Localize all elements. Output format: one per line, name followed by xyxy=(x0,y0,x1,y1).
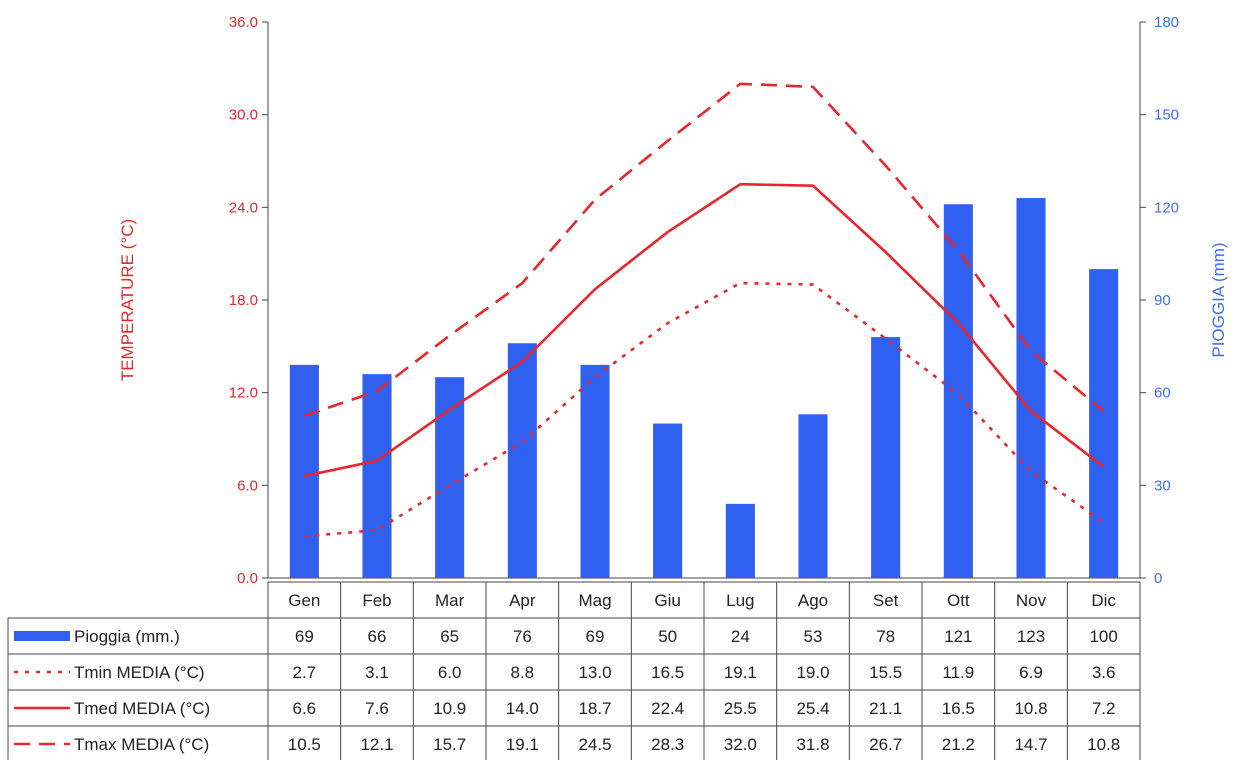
table-data-label: 3.6 xyxy=(1092,663,1116,682)
table-data-label: 14.7 xyxy=(1014,735,1047,754)
x-axis-category-label: Set xyxy=(873,591,899,610)
x-axis-category-label: Gen xyxy=(288,591,320,610)
rain-bar xyxy=(1089,269,1119,578)
left-axis-tick-label: 18.0 xyxy=(229,292,258,309)
table-data-label: 18.7 xyxy=(578,699,611,718)
x-axis-category-label: Mag xyxy=(578,591,611,610)
right-axis-tick-label: 150 xyxy=(1154,107,1179,124)
table-data-label: 7.2 xyxy=(1092,699,1116,718)
table-data-label: 6.9 xyxy=(1019,663,1043,682)
table-data-label: 19.0 xyxy=(796,663,829,682)
rain-bar xyxy=(580,364,610,578)
right-axis-tick-label: 120 xyxy=(1154,199,1179,216)
table-data-label: 22.4 xyxy=(651,699,684,718)
table-data-label: 31.8 xyxy=(796,735,829,754)
table-data-label: 16.5 xyxy=(942,699,975,718)
table-data-label: 15.5 xyxy=(869,663,902,682)
x-axis-category-label: Mar xyxy=(435,591,465,610)
table-data-label: 10.5 xyxy=(288,735,321,754)
left-axis-title: TEMPERATURE (°C) xyxy=(118,219,137,381)
x-axis-category-label: Nov xyxy=(1016,591,1047,610)
right-axis-tick-label: 0 xyxy=(1154,570,1162,587)
x-axis-category-label: Giu xyxy=(654,591,680,610)
left-axis-tick-label: 0.0 xyxy=(237,570,258,587)
table-data-label: 69 xyxy=(586,627,605,646)
table-data-label: 69 xyxy=(295,627,314,646)
rain-bar xyxy=(1016,198,1046,579)
table-data-label: 76 xyxy=(513,627,532,646)
table-data-label: 66 xyxy=(368,627,387,646)
rain-bar xyxy=(871,337,901,578)
table-data-label: 3.1 xyxy=(365,663,389,682)
table-row-label: Tmin MEDIA (°C) xyxy=(74,663,205,682)
table-data-label: 21.2 xyxy=(942,735,975,754)
right-axis-tick-label: 180 xyxy=(1154,14,1179,31)
right-axis-tick-label: 30 xyxy=(1154,477,1171,494)
left-axis-tick-label: 6.0 xyxy=(237,477,258,494)
table-data-label: 10.8 xyxy=(1087,735,1120,754)
table-data-label: 15.7 xyxy=(433,735,466,754)
x-axis-category-label: Ott xyxy=(947,591,970,610)
table-data-label: 25.4 xyxy=(796,699,829,718)
x-axis-category-label: Ago xyxy=(798,591,828,610)
table-data-label: 8.8 xyxy=(511,663,535,682)
table-data-label: 50 xyxy=(658,627,677,646)
table-data-label: 10.9 xyxy=(433,699,466,718)
rain-bar xyxy=(798,414,828,578)
x-axis-category-label: Lug xyxy=(726,591,754,610)
rain-bar xyxy=(725,503,755,578)
table-data-label: 28.3 xyxy=(651,735,684,754)
series-line-tmin xyxy=(304,281,1105,538)
table-data-label: 12.1 xyxy=(360,735,393,754)
table-data-label: 21.1 xyxy=(869,699,902,718)
table-data-label: 24.5 xyxy=(578,735,611,754)
series-line-tmed xyxy=(304,182,1105,478)
table-row-label: Pioggia (mm.) xyxy=(74,627,180,646)
legend-key-bar xyxy=(14,631,70,641)
right-axis-title: PIOGGIA (mm) xyxy=(1209,242,1228,357)
table-data-label: 2.7 xyxy=(293,663,317,682)
table-data-label: 26.7 xyxy=(869,735,902,754)
table-data-label: 100 xyxy=(1089,627,1117,646)
left-axis-tick-label: 24.0 xyxy=(229,199,258,216)
table-data-label: 123 xyxy=(1017,627,1045,646)
rain-bar xyxy=(653,423,683,578)
x-axis-category-label: Feb xyxy=(362,591,391,610)
rain-bar xyxy=(435,377,465,578)
table-data-label: 19.1 xyxy=(724,663,757,682)
table-data-label: 24 xyxy=(731,627,750,646)
table-data-label: 65 xyxy=(440,627,459,646)
table-data-label: 13.0 xyxy=(578,663,611,682)
x-axis-category-label: Apr xyxy=(509,591,536,610)
right-axis-tick-label: 90 xyxy=(1154,292,1171,309)
rain-bar xyxy=(507,343,537,578)
table-row-label: Tmed MEDIA (°C) xyxy=(74,699,210,718)
table-data-label: 25.5 xyxy=(724,699,757,718)
table-data-label: 78 xyxy=(876,627,895,646)
table-data-label: 7.6 xyxy=(365,699,389,718)
table-data-label: 10.8 xyxy=(1014,699,1047,718)
x-axis-category-label: Dic xyxy=(1091,591,1116,610)
left-axis-tick-label: 36.0 xyxy=(229,14,258,31)
table-data-label: 6.0 xyxy=(438,663,462,682)
left-axis-tick-label: 30.0 xyxy=(229,107,258,124)
table-data-label: 19.1 xyxy=(506,735,539,754)
table-data-label: 11.9 xyxy=(942,663,974,682)
table-data-label: 6.6 xyxy=(293,699,317,718)
table-data-label: 16.5 xyxy=(651,663,684,682)
table-data-label: 32.0 xyxy=(724,735,757,754)
left-axis-tick-label: 12.0 xyxy=(229,385,258,402)
table-data-label: 53 xyxy=(804,627,823,646)
rain-bar xyxy=(943,204,973,578)
table-data-label: 14.0 xyxy=(506,699,539,718)
right-axis-tick-label: 60 xyxy=(1154,385,1171,402)
series-line-tmax xyxy=(303,82,1105,418)
table-row-label: Tmax MEDIA (°C) xyxy=(74,735,209,754)
table-data-label: 121 xyxy=(944,627,972,646)
rain-bar xyxy=(289,364,319,578)
rain-bar xyxy=(362,374,392,578)
